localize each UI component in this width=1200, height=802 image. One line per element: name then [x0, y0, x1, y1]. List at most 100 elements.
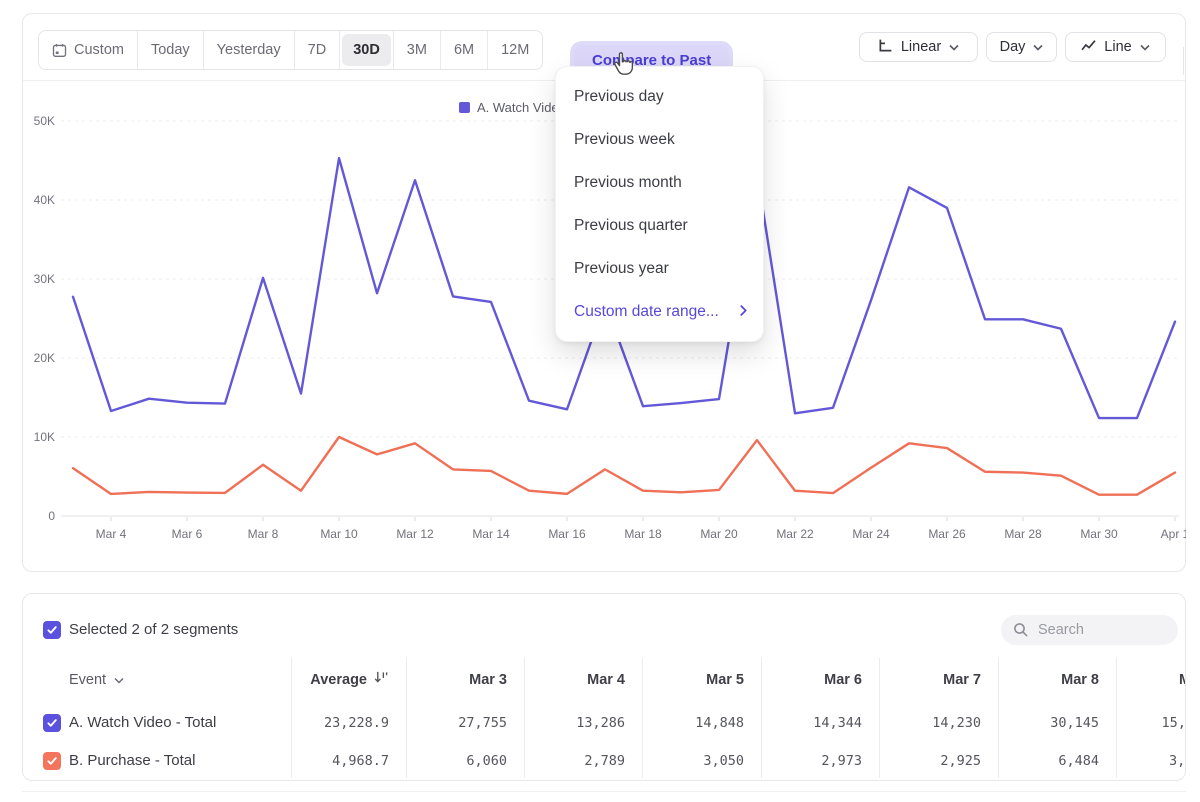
y-axis-label-20K: 20K [34, 351, 55, 365]
interval-select-label: Day [999, 39, 1026, 55]
row-checkbox-b[interactable] [43, 752, 61, 770]
row-value: 2,789 [584, 753, 625, 769]
segments-table-card: Selected 2 of 2 segments Search Event Av… [22, 593, 1186, 781]
row-checkbox-a[interactable] [43, 714, 61, 732]
range-label: 7D [307, 42, 327, 58]
range-today[interactable]: Today [136, 31, 203, 69]
column-header-event[interactable]: Event [69, 670, 124, 690]
range-7d[interactable]: 7D [293, 31, 340, 69]
series-line-b[interactable] [71, 435, 1177, 496]
row-value: 2,925 [940, 753, 981, 769]
column-divider [642, 658, 643, 778]
x-axis-label-Mar-30: Mar 30 [1080, 527, 1118, 541]
menu-item-previous-year[interactable]: Previous year [574, 259, 669, 277]
date-range-group: Custom Today Yesterday 7D 30D 3M 6M 12M [38, 30, 544, 70]
row-value-truncated: 15, [1161, 715, 1186, 731]
range-label: 3M [406, 42, 427, 58]
menu-item-previous-day[interactable]: Previous day [574, 87, 664, 105]
x-axis-label-Apr-1: Apr 1 [1161, 527, 1186, 541]
x-axis-label-Mar-12: Mar 12 [396, 527, 434, 541]
column-divider [998, 658, 999, 778]
selected-segments-summary: Selected 2 of 2 segments [69, 621, 239, 638]
column-header-mar-3[interactable]: Mar 3 [469, 672, 507, 688]
x-axis-label-Mar-22: Mar 22 [776, 527, 814, 541]
x-axis-label-Mar-28: Mar 28 [1004, 527, 1042, 541]
column-header-mar-7[interactable]: Mar 7 [943, 672, 981, 688]
range-label: Yesterday [216, 42, 281, 58]
calendar-icon [52, 43, 67, 58]
range-label: 6M [453, 42, 475, 58]
x-axis-label-Mar-6: Mar 6 [172, 527, 203, 541]
x-axis-label-Mar-4: Mar 4 [96, 527, 127, 541]
column-divider [291, 658, 292, 778]
chart-type-select-label: Line [1104, 39, 1132, 55]
chart-type-select[interactable]: Line [1065, 32, 1166, 62]
chevron-right-icon [740, 303, 747, 321]
column-header-mar-4[interactable]: Mar 4 [587, 672, 625, 688]
column-divider [406, 658, 407, 778]
search-icon [1013, 622, 1029, 638]
event-column-label: Event [69, 672, 107, 688]
range-label: Custom [74, 42, 124, 58]
scale-select[interactable]: Linear [859, 32, 978, 62]
x-axis-label-Mar-10: Mar 10 [320, 527, 358, 541]
row-value: 14,344 [813, 715, 862, 731]
hand-cursor-pointer [613, 52, 634, 82]
column-header-mar-5[interactable]: Mar 5 [706, 672, 744, 688]
average-column-label: Average [310, 672, 367, 688]
row-value: 13,286 [576, 715, 625, 731]
row-value: 3,050 [703, 753, 744, 769]
range-30d[interactable]: 30D [339, 31, 393, 69]
page-bottom-divider [22, 791, 1186, 792]
chevron-down-icon [949, 39, 959, 55]
series-line-a[interactable] [71, 156, 1177, 420]
x-axis-label-Mar-18: Mar 18 [624, 527, 662, 541]
x-axis-label-Mar-24: Mar 24 [852, 527, 890, 541]
row-value: 14,230 [932, 715, 981, 731]
column-divider [879, 658, 880, 778]
y-axis-label-50K: 50K [34, 114, 55, 128]
range-custom[interactable]: Custom [39, 31, 137, 69]
menu-item-previous-quarter[interactable]: Previous quarter [574, 216, 688, 234]
range-yesterday[interactable]: Yesterday [202, 31, 294, 69]
chart-controls: Linear Day Line [859, 32, 1166, 62]
row-average-value: 4,968.7 [332, 753, 389, 769]
row-value: 6,060 [466, 753, 507, 769]
sort-descending-icon [374, 670, 389, 690]
row-name[interactable]: B. Purchase - Total [69, 752, 196, 769]
menu-item-custom-date-range[interactable]: Custom date range... [556, 290, 763, 333]
row-value: 14,848 [695, 715, 744, 731]
row-average-value: 23,228.9 [323, 715, 389, 731]
search-input[interactable]: Search [1001, 615, 1178, 645]
row-name[interactable]: A. Watch Video - Total [69, 714, 217, 731]
x-axis-label-Mar-8: Mar 8 [248, 527, 279, 541]
chevron-down-icon [114, 670, 124, 690]
x-axis-label-Mar-16: Mar 16 [548, 527, 586, 541]
chevron-down-icon [1033, 39, 1043, 55]
x-axis-label-Mar-14: Mar 14 [472, 527, 510, 541]
search-placeholder: Search [1038, 622, 1084, 638]
column-header-truncated[interactable]: M [1179, 670, 1185, 690]
chart-canvas: 0 10K 20K 30K 40K 50K Mar 4 Mar 6 Mar 8 Mar 10 Mar… [34, 114, 1186, 541]
row-value: 6,484 [1058, 753, 1099, 769]
interval-select[interactable]: Day [986, 32, 1057, 62]
y-axis-label-30K: 30K [34, 272, 55, 286]
range-6m[interactable]: 6M [439, 31, 488, 69]
column-header-average[interactable]: Average [310, 670, 389, 690]
range-3m[interactable]: 3M [392, 31, 440, 69]
row-value-truncated: 3, [1169, 753, 1186, 769]
menu-item-previous-week[interactable]: Previous week [574, 130, 675, 148]
linear-axis-icon [878, 38, 893, 57]
column-header-mar-8[interactable]: Mar 8 [1061, 672, 1099, 688]
column-header-mar-6[interactable]: Mar 6 [824, 672, 862, 688]
x-axis-label-Mar-20: Mar 20 [700, 527, 738, 541]
select-all-checkbox[interactable] [43, 621, 61, 639]
legend-swatch-series-a [459, 102, 470, 113]
column-divider [761, 658, 762, 778]
menu-item-previous-month[interactable]: Previous month [574, 173, 682, 191]
row-value: 30,145 [1050, 715, 1099, 731]
range-12m[interactable]: 12M [487, 31, 543, 69]
y-axis-label-10K: 10K [34, 430, 55, 444]
line-chart-icon [1081, 39, 1096, 56]
scale-select-label: Linear [900, 39, 942, 55]
